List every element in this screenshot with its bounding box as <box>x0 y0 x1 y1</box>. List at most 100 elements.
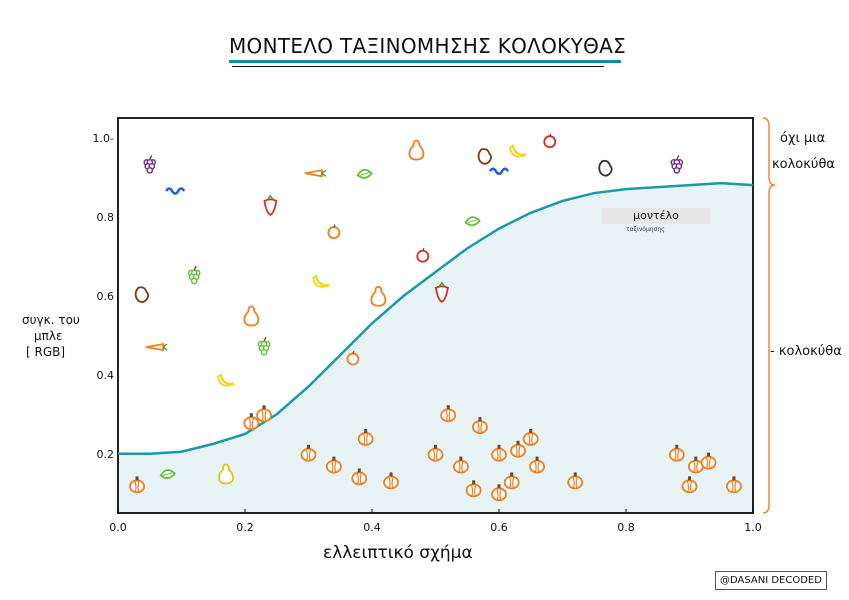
fruit-vegetable-icon <box>464 216 481 227</box>
strawberry-body <box>263 198 278 216</box>
pumpkin-stem <box>364 428 368 433</box>
y-tick-label: 0.8 <box>97 211 115 224</box>
pumpkin-stem <box>262 405 266 410</box>
pear-body <box>218 463 234 485</box>
data-points-layer <box>129 133 742 502</box>
pumpkin-ribs <box>261 410 267 422</box>
fruit-vegetable-icon <box>356 168 373 179</box>
grape <box>673 167 681 174</box>
fruit-vegetable-icon <box>134 286 150 303</box>
fruit-vegetable-icon <box>216 373 236 387</box>
pumpkin-icon <box>726 476 742 494</box>
pumpkin-icon <box>522 428 539 446</box>
x-tick-label: 0.6 <box>490 521 508 534</box>
pumpkin-body <box>440 408 457 423</box>
pumpkin-stem <box>472 480 476 485</box>
pumpkin-ribs <box>731 481 737 493</box>
fruit-vegetable-icon <box>670 155 684 174</box>
pumpkin-icon <box>243 413 260 431</box>
pumpkin-body <box>383 475 399 490</box>
pumpkin-icon <box>256 405 272 423</box>
pumpkin-stem <box>389 472 393 477</box>
title-underline <box>229 60 621 63</box>
pumpkin-stem <box>497 484 501 489</box>
pumpkin-stem <box>707 452 711 457</box>
fruit-vegetable-icon <box>257 336 271 356</box>
pumpkin-stem <box>529 428 533 433</box>
grape-stem <box>676 155 680 160</box>
fruit-vegetable-icon <box>416 248 430 263</box>
strawberry-top <box>438 281 446 288</box>
y-tick-label: 0.6 <box>97 290 115 303</box>
pumpkin-body <box>726 479 742 494</box>
grape-stem <box>193 265 197 271</box>
pumpkin-body <box>567 475 584 490</box>
leaf-vein <box>359 171 370 176</box>
fruit-vegetable-icon <box>218 463 234 485</box>
orange-body <box>327 226 341 239</box>
pumpkin-icon <box>351 468 368 486</box>
y-axis-label-line-3: [ RGB] <box>26 345 66 359</box>
pumpkin-ribs <box>509 477 515 489</box>
pumpkin-icon <box>491 484 507 502</box>
pumpkin-body <box>510 443 526 458</box>
pumpkin-ribs <box>528 433 534 446</box>
pumpkin-stem <box>307 444 310 449</box>
pumpkin-ribs <box>445 410 451 422</box>
orange-body <box>346 352 360 366</box>
pumpkin-body <box>503 475 520 490</box>
pumpkin-icon <box>472 417 488 435</box>
pumpkin-stem <box>446 405 450 410</box>
pumpkin-body <box>465 483 482 498</box>
carrot-body <box>304 169 323 178</box>
fruit-vegetable-icon <box>165 187 186 195</box>
pumpkin-ribs <box>693 461 699 473</box>
grape <box>146 167 154 174</box>
y-axis-label-line-1: συγκ. του <box>22 313 80 327</box>
pumpkin-ribs <box>356 473 362 485</box>
pumpkin-ribs <box>331 461 337 473</box>
orange-stem <box>422 248 425 252</box>
fruit-vegetable-icon <box>509 143 528 158</box>
carrot-top <box>162 343 168 351</box>
blob-body <box>134 286 150 303</box>
pumpkin-stem <box>688 476 691 481</box>
grape <box>190 277 198 285</box>
pumpkin-body <box>491 447 507 462</box>
fruit-vegetable-icon <box>346 350 360 366</box>
pear-body <box>408 139 425 161</box>
pumpkin-body <box>491 487 507 502</box>
pumpkin-stem <box>332 456 336 461</box>
pumpkin-icon <box>452 456 469 474</box>
banana-body-2 <box>315 277 330 286</box>
x-tick-label: 0.2 <box>236 521 254 534</box>
fruit-vegetable-icon <box>187 265 201 285</box>
pumpkin-icon <box>129 476 145 494</box>
model-annotation: μοντέλο <box>602 208 710 224</box>
carrot-body <box>145 343 165 352</box>
grape-stem <box>149 155 153 160</box>
pumpkin-icon <box>491 444 507 462</box>
pumpkin-ribs <box>496 449 502 462</box>
fruit-vegetable-icon <box>159 469 176 479</box>
pumpkin-stem <box>434 444 437 449</box>
blue-shape <box>488 167 510 176</box>
pumpkin-body <box>256 408 272 423</box>
grape <box>260 348 268 356</box>
fruit-vegetable-icon <box>477 148 492 165</box>
pumpkin-body <box>529 459 545 474</box>
fruit-vegetable-icon <box>408 139 425 161</box>
strawberry-body <box>434 285 449 303</box>
pumpkin-ribs <box>432 449 439 462</box>
title-underline-thin <box>232 66 604 67</box>
region-label-not-pumpkin-line-2: κολοκύθα <box>772 157 835 172</box>
region-label-not-pumpkin-line-1: όχι μια <box>780 131 826 146</box>
pumpkin-body <box>668 447 685 462</box>
y-axis-label: συγκ. του μπλε [ RGB] <box>22 312 90 360</box>
leaf-vein <box>467 219 478 224</box>
fruit-vegetable-icon <box>543 133 557 149</box>
orange-stem <box>352 350 355 355</box>
pumpkin-ribs <box>686 481 693 493</box>
pumpkin-icon <box>440 405 457 423</box>
